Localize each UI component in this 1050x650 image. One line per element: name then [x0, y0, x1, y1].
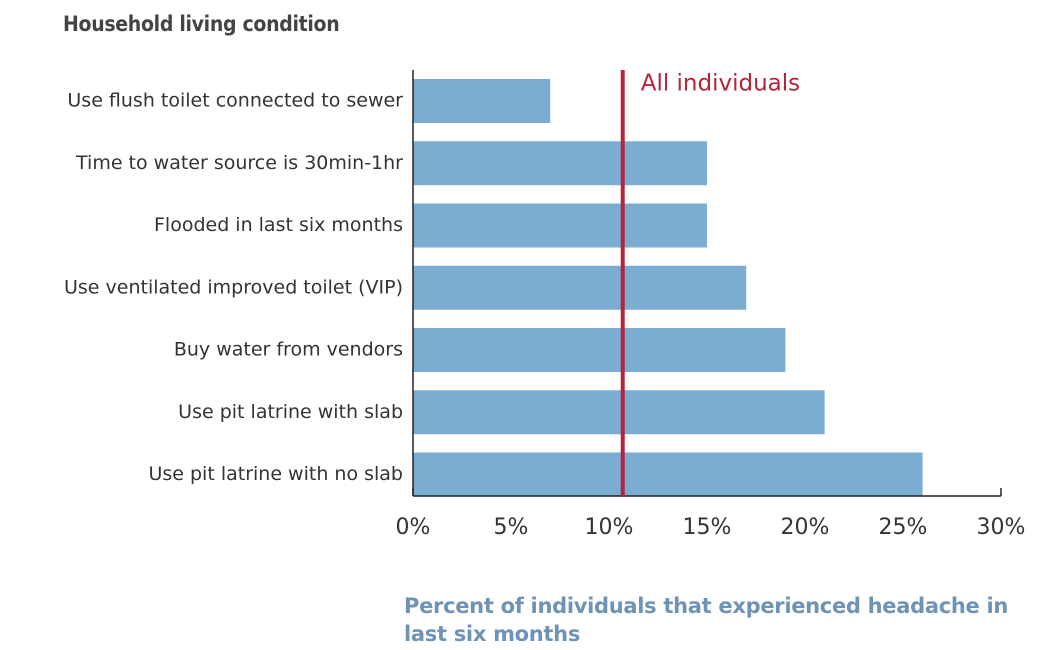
y-tick-label: Time to water source is 30min-1hr: [75, 152, 403, 174]
bar: [413, 265, 747, 310]
bar: [413, 141, 707, 186]
x-tick-label: 20%: [781, 515, 830, 540]
reference-label: All individuals: [641, 71, 800, 97]
y-tick-label: Buy water from vendors: [174, 339, 403, 361]
x-tick-label: 10%: [585, 515, 634, 540]
x-tick-label: 0%: [396, 515, 431, 540]
y-tick-label: Flooded in last six months: [154, 214, 403, 236]
chart-title: Household living condition: [63, 12, 340, 36]
y-tick-label: Use ventilated improved toilet (VIP): [64, 276, 403, 298]
bar: [413, 328, 786, 372]
bar: [413, 390, 825, 435]
x-tick-label: 25%: [879, 515, 928, 540]
y-tick-label: Use flush toilet connected to sewer: [67, 90, 403, 112]
x-axis-label: Percent of individuals that experienced …: [404, 594, 1009, 646]
y-tick-label: Use pit latrine with slab: [178, 401, 403, 423]
x-tick-label: 30%: [977, 515, 1026, 540]
bar: [413, 79, 551, 123]
bar: [413, 203, 707, 248]
bar: [413, 452, 923, 497]
y-tick-label: Use pit latrine with no slab: [148, 463, 403, 485]
x-tick-label: 15%: [683, 515, 732, 540]
x-tick-label: 5%: [494, 515, 529, 540]
